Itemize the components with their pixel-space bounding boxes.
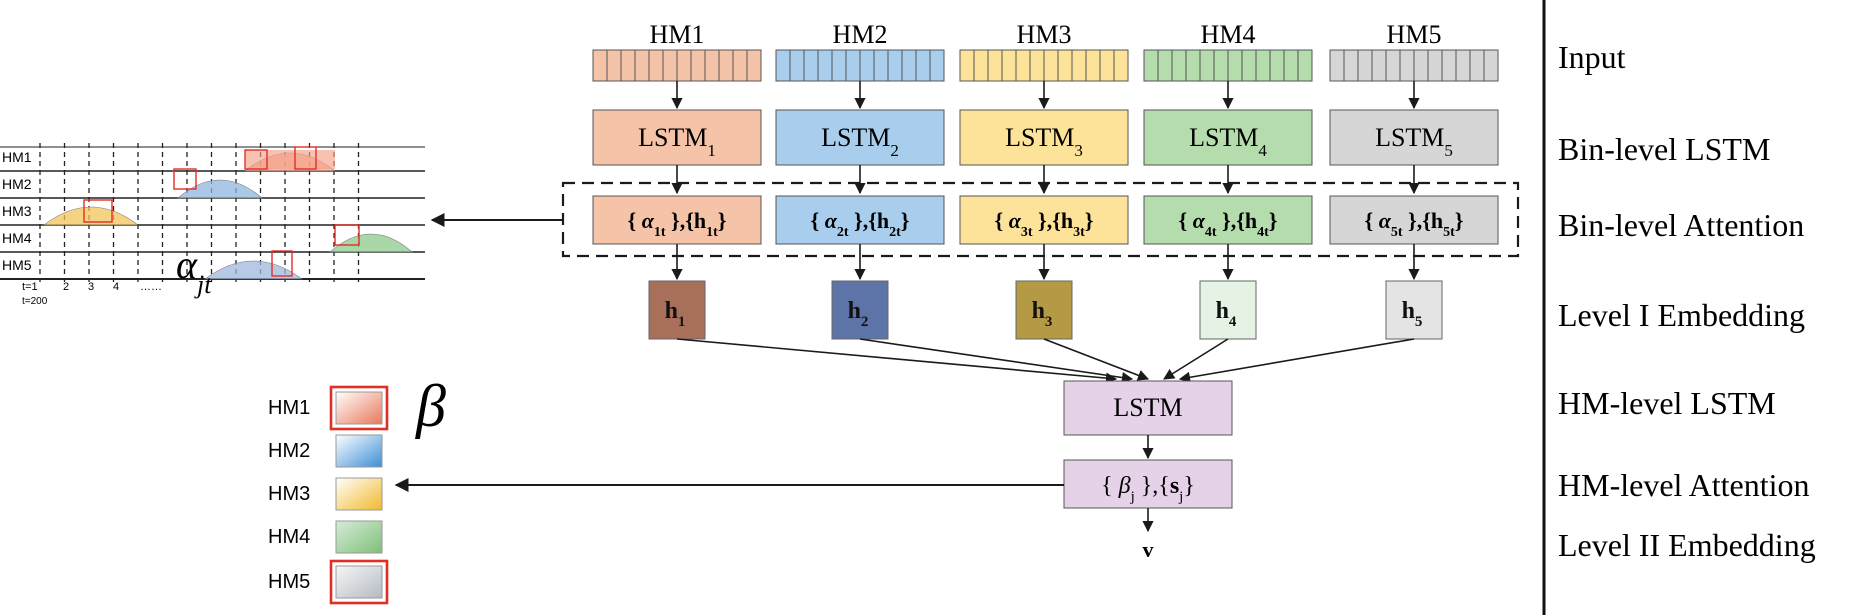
beta-highlight-box <box>329 559 389 605</box>
alpha-tick-label: 3 <box>88 281 94 293</box>
lstm-label: LSTM4 <box>1189 123 1267 160</box>
embedding-label: h2 <box>848 298 869 330</box>
lstm-label: LSTM3 <box>1005 123 1083 160</box>
alpha-tick-end-label: t=200 <box>22 296 48 307</box>
hm-level-attention-label: { βj },{sj} <box>1101 473 1195 505</box>
bin-attention-box <box>1329 195 1499 245</box>
lstm-box <box>1143 109 1313 166</box>
embedding-to-lstm-arrow <box>1163 338 1229 380</box>
layer-labels: Input Bin-level LSTM Bin-level Attention Le… <box>1558 39 1816 563</box>
bin-attention-label: { α4t },{h4t} <box>1179 208 1278 240</box>
bin-attention-label: { α2t },{h2t} <box>811 208 910 240</box>
embedding-label: h1 <box>665 298 686 330</box>
alpha-attention-hump <box>204 260 303 280</box>
alpha-highlight-box <box>334 224 360 246</box>
bin-attention-box <box>592 195 762 245</box>
alpha-attention-hump <box>43 206 139 226</box>
beta-weight-cell <box>335 520 383 554</box>
alpha-attention-hump <box>177 179 263 199</box>
beta-weight-cell <box>335 434 383 468</box>
bin-attention-label: { α3t },{h3t} <box>995 208 1094 240</box>
lstm-box <box>1329 109 1499 166</box>
beta-row-label: HM2 <box>268 440 310 462</box>
beta-weight-cell <box>335 565 383 599</box>
beta-attention-plot: HM1 HM2 HM3 HM4 HM5 <box>268 385 389 605</box>
alpha-symbol: αjt <box>176 242 212 299</box>
output-v-label: v <box>1143 537 1154 562</box>
alpha-highlight-box <box>83 199 113 223</box>
beta-weight-cell <box>335 391 383 425</box>
bin-attention-label: { α1t },{h1t} <box>628 208 727 240</box>
alpha-tick-label: 2 <box>63 281 69 293</box>
hm-title: HM5 <box>1387 20 1442 49</box>
alpha-highlight-box <box>271 250 293 277</box>
hm-column-1: HM1 LSTM1 { α1t },{h1t} h1 <box>592 20 762 340</box>
bin-attention-box <box>959 195 1129 245</box>
alpha-row-label: HM3 <box>2 203 32 219</box>
beta-weight-cell <box>335 477 383 511</box>
layer-label: Input <box>1558 39 1626 75</box>
hm-column-4: HM4 LSTM4 { α4t },{h4t} h4 <box>1143 20 1313 340</box>
alpha-hm1-shade <box>245 150 335 169</box>
embedding-box <box>1385 280 1443 340</box>
lstm-box <box>775 109 945 166</box>
beta-row-label: HM5 <box>268 571 310 593</box>
hm-column-5: HM5 LSTM5 { α5t },{h5t} h5 <box>1329 20 1499 340</box>
hm-title: HM2 <box>833 20 888 49</box>
alpha-highlight-box <box>173 168 197 190</box>
bin-attention-label: { α5t },{h5t} <box>1365 208 1464 240</box>
hm-column-2: HM2 LSTM2 { α2t },{h2t} h2 <box>775 20 945 340</box>
lstm-label: LSTM2 <box>821 123 899 160</box>
beta-row-label: HM1 <box>268 397 310 419</box>
embedding-label: h5 <box>1402 298 1423 330</box>
layer-label: Level I Embedding <box>1558 297 1805 333</box>
hm-column-3: HM3 LSTM3 { α3t },{h3t} h3 <box>959 20 1129 340</box>
layer-label: Bin-level LSTM <box>1558 131 1770 167</box>
beta-row-label: HM4 <box>268 526 310 548</box>
alpha-row-label: HM2 <box>2 176 32 192</box>
layer-label: Bin-level Attention <box>1558 207 1804 243</box>
embedding-to-lstm-arrow <box>676 338 1118 384</box>
lstm-label: LSTM5 <box>1375 123 1453 160</box>
embedding-box <box>1199 280 1257 340</box>
alpha-tick-label: 4 <box>113 281 119 293</box>
embedding-label: h3 <box>1032 298 1053 330</box>
layer-label: Level II Embedding <box>1558 527 1816 563</box>
hm-title: HM1 <box>650 20 705 49</box>
layer-label: HM-level Attention <box>1558 467 1810 503</box>
bin-attention-box <box>775 195 945 245</box>
embedding-box <box>831 280 889 340</box>
beta-symbol: β <box>415 373 446 439</box>
hm-title: HM3 <box>1017 20 1072 49</box>
alpha-attention-hump <box>329 233 413 253</box>
alpha-highlight-box <box>294 146 317 170</box>
hm-title: HM4 <box>1201 20 1256 49</box>
alpha-highlight-box <box>244 149 268 170</box>
embedding-to-lstm-arrow <box>1043 338 1150 381</box>
embedding-to-lstm-arrow <box>1178 338 1415 383</box>
hm-level-lstm-label: LSTM <box>1113 393 1182 422</box>
layer-label: HM-level LSTM <box>1558 385 1776 421</box>
hm-level-lstm-box <box>1063 380 1233 436</box>
hm-level-attention-box <box>1063 459 1233 509</box>
lstm-label: LSTM1 <box>638 123 716 160</box>
embedding-to-lstm-arrow <box>859 338 1134 384</box>
alpha-row-label: HM5 <box>2 257 32 273</box>
embedding-label: h4 <box>1216 298 1237 330</box>
alpha-row-label: HM1 <box>2 149 32 165</box>
alpha-row-label: HM4 <box>2 230 32 246</box>
bin-attention-box <box>1143 195 1313 245</box>
beta-row-label: HM3 <box>268 483 310 505</box>
alpha-attention-plot: HM1 HM2 HM3 HM4 HM5 t=1 2 3 4 …… t=200 <box>0 143 425 307</box>
alpha-tick-label: …… <box>140 281 162 293</box>
embedding-arrows <box>676 338 1415 384</box>
embedding-box <box>648 280 706 340</box>
beta-highlight-box <box>329 385 389 431</box>
alpha-tick-label: t=1 <box>22 281 38 293</box>
hm-columns: HM1 LSTM1 { α1t },{h1t} h1 HM2 LSTM2 { α2t },{… <box>592 20 1499 340</box>
